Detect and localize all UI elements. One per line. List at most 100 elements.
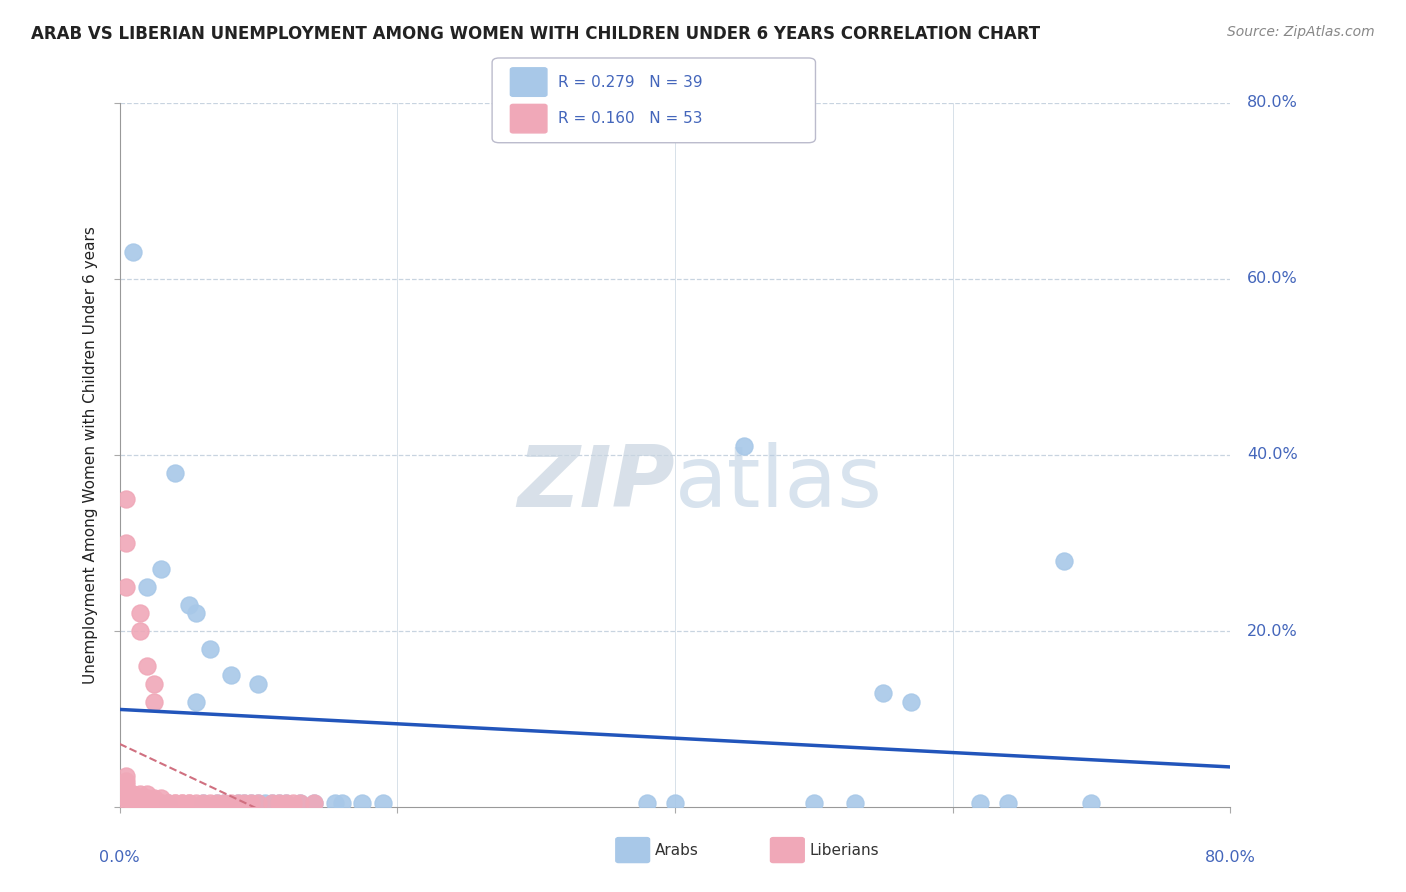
Point	[803, 796, 825, 810]
Text: Source: ZipAtlas.com: Source: ZipAtlas.com	[1227, 25, 1375, 39]
Y-axis label: Unemployment Among Women with Children Under 6 years: Unemployment Among Women with Children U…	[83, 226, 98, 684]
Point	[262, 796, 284, 810]
Point	[170, 796, 193, 810]
Point	[247, 677, 270, 691]
Point	[233, 796, 256, 810]
Point	[122, 787, 145, 801]
Point	[302, 796, 325, 810]
Point	[184, 607, 207, 621]
Point	[129, 787, 152, 801]
Point	[191, 796, 214, 810]
Point	[115, 769, 138, 783]
Point	[254, 796, 277, 810]
Text: 0.0%: 0.0%	[100, 849, 139, 864]
Point	[184, 695, 207, 709]
Point	[115, 773, 138, 788]
Point	[115, 782, 138, 797]
Point	[330, 796, 353, 810]
Point	[170, 796, 193, 810]
Point	[205, 796, 228, 810]
Point	[115, 491, 138, 506]
Point	[219, 668, 242, 682]
Point	[247, 796, 270, 810]
Point	[143, 796, 166, 810]
Point	[122, 791, 145, 805]
Text: 60.0%: 60.0%	[1247, 271, 1298, 286]
Point	[997, 796, 1019, 810]
Point	[143, 677, 166, 691]
Point	[136, 787, 159, 801]
Point	[136, 580, 159, 594]
Point	[900, 695, 922, 709]
Point	[129, 607, 152, 621]
Point	[177, 598, 200, 612]
Text: ARAB VS LIBERIAN UNEMPLOYMENT AMONG WOMEN WITH CHILDREN UNDER 6 YEARS CORRELATIO: ARAB VS LIBERIAN UNEMPLOYMENT AMONG WOME…	[31, 25, 1040, 43]
Point	[157, 796, 180, 810]
Text: 40.0%: 40.0%	[1247, 448, 1298, 462]
Point	[150, 791, 173, 805]
Point	[191, 796, 214, 810]
Point	[373, 796, 395, 810]
Point	[143, 791, 166, 805]
Point	[129, 791, 152, 805]
Point	[184, 796, 207, 810]
Point	[136, 791, 159, 805]
Point	[269, 796, 291, 810]
Point	[240, 796, 263, 810]
Point	[150, 796, 173, 810]
Point	[115, 796, 138, 810]
Point	[872, 686, 894, 700]
Point	[150, 562, 173, 576]
Point	[281, 796, 304, 810]
Point	[288, 796, 311, 810]
Point	[198, 796, 221, 810]
Point	[1080, 796, 1102, 810]
Point	[115, 787, 138, 801]
Text: 20.0%: 20.0%	[1247, 624, 1298, 639]
Point	[240, 796, 263, 810]
Text: Arabs: Arabs	[655, 843, 699, 857]
Point	[636, 796, 658, 810]
Point	[136, 796, 159, 810]
Point	[115, 536, 138, 550]
Point	[143, 695, 166, 709]
Point	[177, 796, 200, 810]
Point	[1053, 553, 1076, 568]
Text: R = 0.279   N = 39: R = 0.279 N = 39	[558, 75, 703, 89]
Point	[219, 796, 242, 810]
Point	[352, 796, 374, 810]
Point	[136, 659, 159, 673]
Text: R = 0.160   N = 53: R = 0.160 N = 53	[558, 112, 703, 126]
Point	[212, 796, 235, 810]
Point	[664, 796, 686, 810]
Point	[163, 796, 186, 810]
Point	[226, 796, 249, 810]
Point	[226, 796, 249, 810]
Point	[302, 796, 325, 810]
Text: ZIP: ZIP	[517, 442, 675, 524]
Point	[212, 796, 235, 810]
Point	[163, 796, 186, 810]
Point	[323, 796, 346, 810]
Point	[150, 796, 173, 810]
Point	[115, 791, 138, 805]
Text: atlas: atlas	[675, 442, 883, 524]
Point	[269, 796, 291, 810]
Point	[163, 466, 186, 480]
Point	[262, 796, 284, 810]
Point	[157, 796, 180, 810]
Point	[233, 796, 256, 810]
Point	[205, 796, 228, 810]
Point	[969, 796, 991, 810]
Point	[115, 580, 138, 594]
Point	[247, 796, 270, 810]
Point	[274, 796, 298, 810]
Point	[129, 796, 152, 810]
Point	[157, 796, 180, 810]
Point	[198, 641, 221, 656]
Text: 80.0%: 80.0%	[1247, 95, 1298, 110]
Text: 80.0%: 80.0%	[1205, 849, 1256, 864]
Point	[122, 796, 145, 810]
Point	[844, 796, 866, 810]
Point	[115, 778, 138, 792]
